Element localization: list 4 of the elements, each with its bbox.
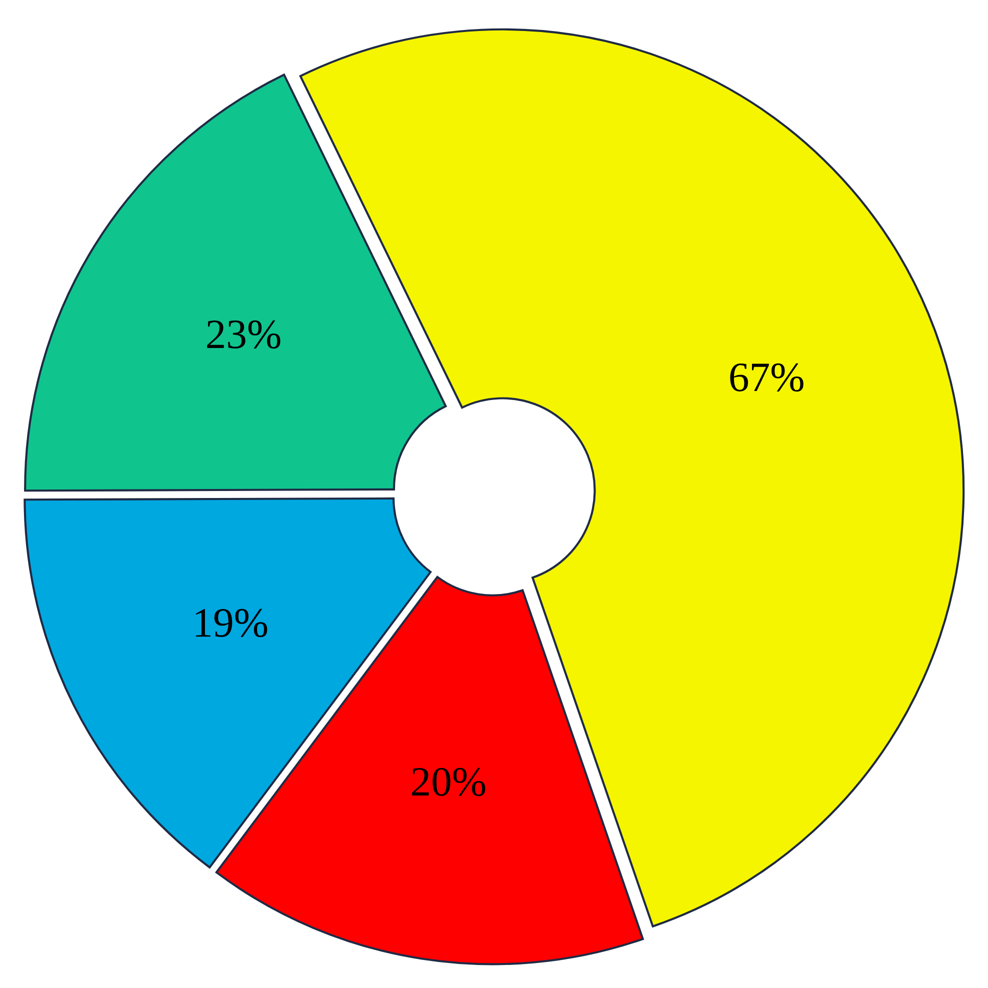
data-label: 19% [196,608,268,638]
data-label: 20% [412,768,486,796]
data-label: 67% [730,363,804,392]
data-label: 23% [207,320,280,349]
